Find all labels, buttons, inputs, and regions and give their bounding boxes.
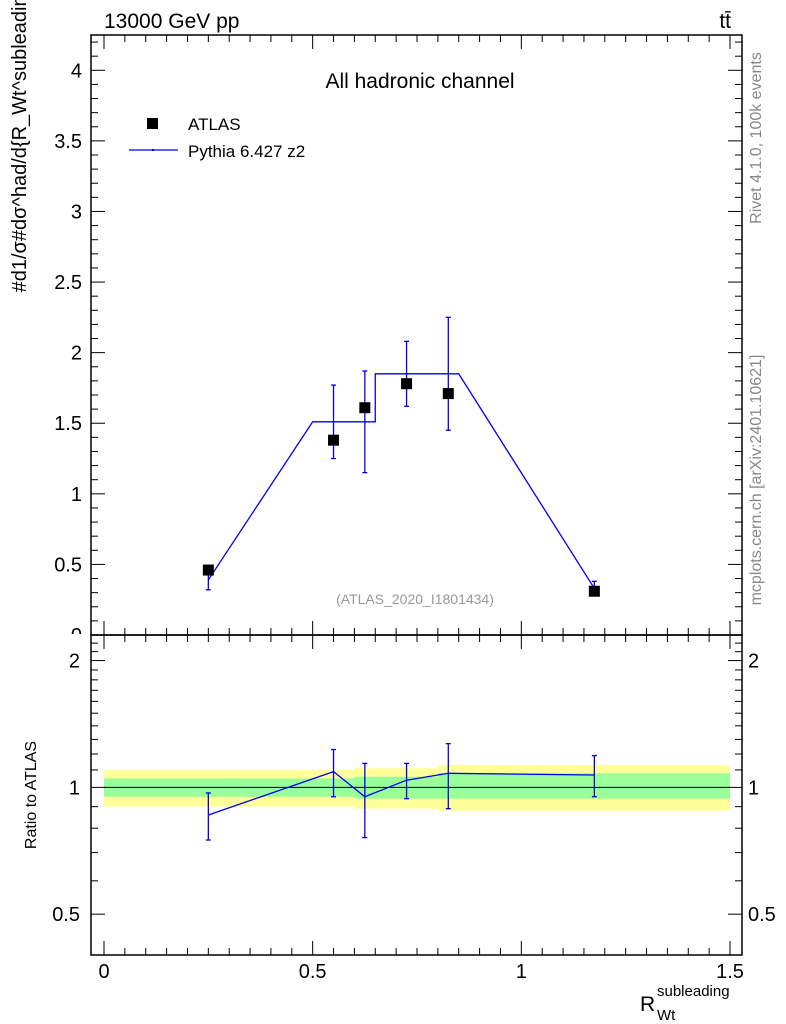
process-label: tt̄: [719, 10, 731, 33]
x-axis-label-sup: subleading: [657, 983, 730, 1000]
main-y-tick-label: 4: [71, 60, 82, 82]
x-axis-label-sub: Wt: [657, 1007, 676, 1024]
main-y-tick-label: 1.5: [54, 413, 82, 435]
ratio-y-axis-label: Ratio to ATLAS: [23, 741, 40, 849]
main-y-tick-label: 1: [71, 484, 82, 506]
ratio-y-tick-label: 1: [69, 777, 80, 799]
atlas-data-point: [588, 585, 600, 597]
ratio-y-tick-label: 2: [69, 651, 80, 673]
pythia-line: [207, 373, 595, 589]
ratio-y-tick-label-right: 0.5: [748, 904, 776, 926]
ratio-pythia-line: [208, 770, 595, 816]
ratio-y-tick-label-right: 2: [748, 651, 759, 673]
atlas-data-point: [202, 564, 214, 576]
main-title: All hadronic channel: [325, 70, 514, 93]
x-tick-label: 0: [98, 961, 109, 983]
legend-atlas-label: ATLAS: [188, 115, 241, 134]
main-y-tick-label: 3.5: [54, 131, 82, 153]
x-tick-label: 1.5: [716, 961, 744, 983]
legend-pythia-label: Pythia 6.427 z2: [188, 142, 305, 161]
main-y-axis-label-text: #d1/σ#dσ^had/d{R_Wt^subleading}: [9, 0, 31, 292]
legend-pythia-marker: [152, 149, 154, 151]
atlas-data-point: [401, 378, 413, 390]
legend: ATLAS Pythia 6.427 z2: [129, 115, 305, 161]
ratio-y-tick-label-right: 1: [748, 777, 759, 799]
ratio-plot-frame: [90, 634, 743, 956]
main-y-tick-label: 3: [71, 201, 82, 223]
main-y-tick-label-zero: 0: [71, 625, 82, 647]
ratio-plot-panel: 0.5 0.5 1 1 2 2 0 0.5 1 1.5 Ratio to ATLAS: [23, 634, 776, 983]
energy-label: 13000 GeV pp: [104, 10, 239, 33]
main-y-tick-label: 0.5: [54, 554, 82, 576]
x-axis-label: R Wt subleading: [640, 983, 730, 1024]
atlas-data-point: [328, 434, 340, 446]
ratio-inner-band: [437, 773, 730, 799]
analysis-id-label: (ATLAS_2020_I1801434): [336, 591, 494, 607]
mcplots-label: mcplots.cern.ch [arXiv:2401.10621]: [748, 355, 765, 606]
ratio-y-tick-label: 0.5: [52, 904, 80, 926]
x-axis-label-main: R: [640, 993, 655, 1016]
atlas-data-point: [442, 388, 454, 400]
atlas-data-point: [359, 402, 371, 414]
main-plot-panel: 0.5 1 1.5 2 2.5 3 3.5 4 0 All hadronic channel (…: [9, 0, 743, 647]
main-y-axis-label: #d1/σ#dσ^had/d{R_Wt^subleading}: [9, 0, 31, 292]
rivet-label: Rivet 4.1.0, 100k events: [748, 52, 765, 224]
legend-atlas-marker: [147, 118, 158, 129]
main-y-tick-label: 2.5: [54, 272, 82, 294]
x-tick-label: 0.5: [299, 961, 327, 983]
main-y-tick-label: 2: [71, 343, 82, 365]
x-tick-label: 1: [516, 961, 527, 983]
